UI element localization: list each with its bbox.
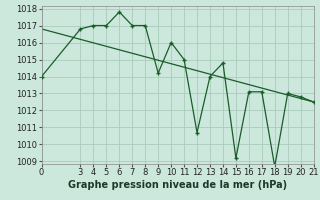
X-axis label: Graphe pression niveau de la mer (hPa): Graphe pression niveau de la mer (hPa) — [68, 180, 287, 190]
